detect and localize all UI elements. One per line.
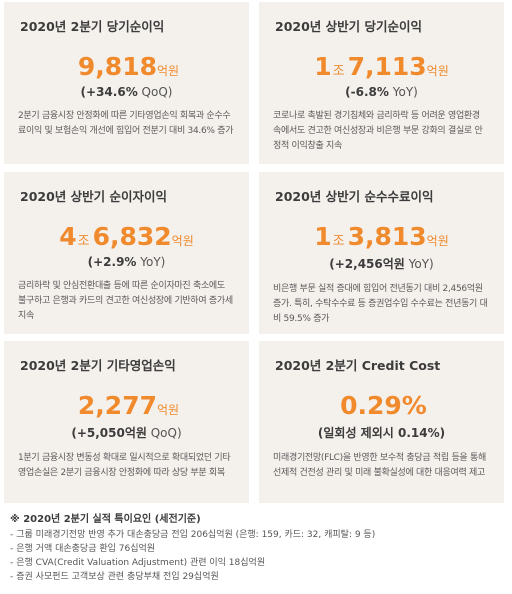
- card-h1-net-fee-income: 2020년 상반기 순수수료이익 1조 3,813억원 (+2,456억원 YoY…: [259, 172, 504, 334]
- note-item: - 그룹 미래경기전망 반영 추가 대손충당금 전입 206십억원 (은행: 15…: [10, 530, 376, 540]
- headline-unit: 억원: [426, 64, 449, 78]
- headline-number: 9,818: [77, 52, 157, 81]
- card-q2-net-income: 2020년 2분기 당기순이익 9,818억원 (+34.6% QoQ) 2분기…: [4, 2, 249, 164]
- card-title: 2020년 상반기 순수수료이익: [275, 189, 434, 204]
- headline-number: 3,813: [347, 222, 427, 251]
- change-rate: (+2.9% YoY): [87, 255, 166, 269]
- card-title: 2020년 2분기 Credit Cost: [275, 358, 441, 373]
- headline-unit: 억원: [156, 64, 180, 78]
- change-rate: (+5,050억원 QoQ): [71, 426, 182, 440]
- headline-unit: 억원: [156, 403, 180, 417]
- card-h1-net-income: 2020년 상반기 당기순이익 1조 7,113억원 (-6.8% YoY) 코로…: [259, 2, 504, 164]
- note-item: - 증권 사모펀드 고객보상 관련 충당부채 전입 29십억원: [10, 572, 219, 582]
- change-rate: (-6.8% YoY): [345, 85, 418, 99]
- card-description: 코로나로 촉발된 경기침체와 금리하락 등 어려운 영업환경 속에서도 견고한 …: [273, 111, 483, 151]
- headline-figure: 2,277억원: [18, 392, 235, 422]
- headline-unit: 억원: [171, 234, 194, 248]
- headline-figure: 1조 3,813억원: [314, 222, 449, 251]
- card-h1-net-interest-income: 2020년 상반기 순이자이익 4조 6,832억원 (+2.9% YoY) 금리…: [4, 172, 249, 334]
- card-description: 금리하락 및 안심전환대출 등에 따른 순이자마진 축소에도 불구하고 은행과 …: [18, 281, 233, 321]
- card-title: 2020년 상반기 당기순이익: [275, 19, 422, 34]
- headline-number: 2,277: [77, 391, 157, 420]
- note-item: - 은행 거액 대손충당금 환입 76십억원: [10, 544, 156, 554]
- card-description: 2분기 금융시장 안정화에 따른 기타영업손익 회복과 순수수료이익 및 보험손…: [18, 111, 234, 136]
- card-description: 미래경기전망(FLC)을 반영한 보수적 충당금 적립 등을 통해 선제적 건전…: [273, 453, 486, 478]
- headline-number: 6,832: [92, 222, 172, 251]
- headline-unit: 억원: [426, 234, 449, 248]
- headline-figure: 1조 7,113억원: [314, 52, 449, 81]
- card-title: 2020년 상반기 순이자이익: [20, 189, 167, 204]
- headline-figure: 4조 6,832억원: [59, 222, 194, 251]
- headline-figure: 9,818억원: [18, 53, 235, 83]
- headline-number: 0.29%: [340, 391, 427, 420]
- headline-number: 7,113: [347, 52, 427, 81]
- card-q2-other-operating-income: 2020년 2분기 기타영업손익 2,277억원 (+5,050억원 QoQ) …: [4, 341, 249, 503]
- change-rate: (일회성 제외시 0.14%): [317, 426, 446, 440]
- card-description: 1분기 금융시장 변동성 확대로 일시적으로 확대되었던 기타영업손실은 2분기…: [18, 453, 231, 478]
- change-rate: (+34.6% QoQ): [80, 85, 173, 99]
- notes-title: ※ 2020년 2분기 실적 특이요인 (세전기준): [10, 514, 201, 525]
- card-description: 비은행 부문 실적 증대에 힘입어 전년동기 대비 2,456억원 증가. 특히…: [273, 284, 488, 324]
- card-title: 2020년 2분기 기타영업손익: [20, 358, 176, 373]
- headline-figure: 0.29%: [273, 392, 490, 422]
- note-item: - 은행 CVA(Credit Valuation Adjustment) 관련 …: [10, 558, 266, 568]
- special-factors-notes: ※ 2020년 2분기 실적 특이요인 (세전기준) - 그룹 미래경기전망 반영…: [10, 510, 506, 584]
- card-title: 2020년 2분기 당기순이익: [20, 19, 165, 34]
- card-q2-credit-cost: 2020년 2분기 Credit Cost 0.29% (일회성 제외시 0.1…: [259, 341, 504, 503]
- change-rate: (+2,456억원 YoY): [329, 257, 434, 271]
